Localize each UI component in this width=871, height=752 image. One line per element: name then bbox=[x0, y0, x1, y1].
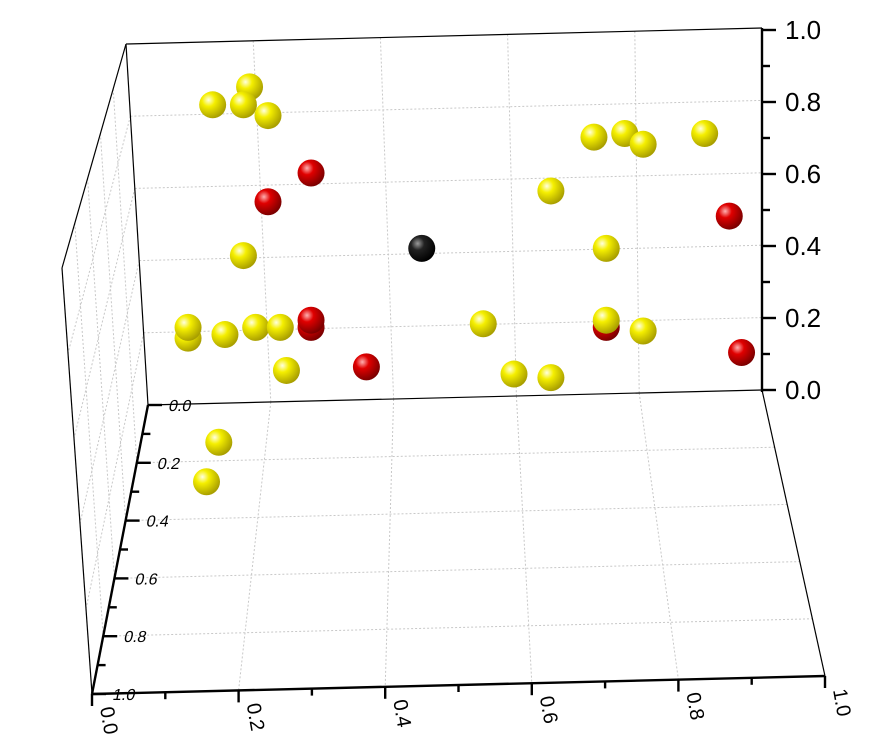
axis-ticks bbox=[90, 28, 827, 706]
yellow-sphere-point bbox=[254, 102, 282, 130]
back-grid-vertical bbox=[379, 37, 395, 400]
left-grid-depth bbox=[74, 223, 104, 637]
z-tick-label: 0.2 bbox=[785, 303, 821, 333]
back-grid-horizontal bbox=[143, 317, 763, 334]
yellow-sphere-point bbox=[537, 364, 565, 392]
yellow-sphere-point bbox=[199, 91, 227, 119]
x-tick-label: 0.8 bbox=[681, 691, 707, 722]
z-tick-label: 0.6 bbox=[785, 159, 821, 189]
y-tick-label: 0.0 bbox=[167, 397, 193, 415]
floor-grid bbox=[103, 392, 813, 691]
y-tick-labels: 0.0 0.2 0.4 0.6 0.8 1.0 bbox=[111, 397, 193, 704]
z-tick-label: 0.0 bbox=[785, 375, 821, 405]
floor-grid-depth bbox=[384, 398, 395, 687]
yellow-sphere-point bbox=[592, 306, 620, 334]
x-tick-label: 0.4 bbox=[388, 698, 414, 729]
red-sphere-point bbox=[715, 202, 743, 230]
floor-grid-depth bbox=[515, 395, 533, 684]
yellow-sphere-point bbox=[174, 313, 202, 341]
data-points bbox=[174, 73, 756, 496]
x-tick-label: 0.2 bbox=[242, 701, 268, 732]
floor-grid-horizontal bbox=[125, 503, 788, 522]
yellow-sphere-point bbox=[266, 313, 294, 341]
yellow-sphere-point bbox=[193, 468, 220, 496]
yellow-sphere-point bbox=[537, 177, 565, 205]
yellow-sphere-point bbox=[211, 321, 239, 349]
y-tick-label: 1.0 bbox=[111, 686, 137, 704]
yellow-sphere-point bbox=[629, 317, 657, 345]
floor-grid-horizontal bbox=[136, 446, 775, 464]
plot-frame bbox=[61, 27, 826, 695]
left-grid-depth bbox=[87, 178, 115, 579]
left-wall-grid bbox=[67, 88, 145, 637]
y-tick-label: 0.4 bbox=[145, 513, 171, 531]
red-sphere-point bbox=[297, 306, 325, 334]
floor-grid-horizontal bbox=[103, 618, 813, 637]
yellow-sphere-point bbox=[500, 360, 528, 388]
red-sphere-point bbox=[352, 353, 380, 381]
yellow-sphere-point bbox=[629, 130, 657, 158]
black-sphere-point bbox=[408, 234, 436, 262]
left-grid-horizontal bbox=[85, 332, 145, 609]
red-sphere-point bbox=[254, 188, 282, 216]
left-grid-horizontal bbox=[73, 188, 136, 439]
floor-grid-depth bbox=[238, 401, 272, 691]
back-grid-horizontal bbox=[134, 172, 763, 189]
z-tick-labels: 0.0 0.2 0.4 0.6 0.8 1.0 bbox=[785, 15, 821, 405]
x-tick-label: 1.0 bbox=[828, 687, 854, 718]
yellow-sphere-point bbox=[592, 234, 620, 262]
z-tick-label: 1.0 bbox=[785, 15, 821, 45]
back-grid-vertical bbox=[507, 34, 517, 397]
red-sphere-point bbox=[728, 339, 756, 367]
y-tick-label: 0.8 bbox=[122, 628, 148, 646]
left-grid-depth bbox=[112, 88, 138, 463]
yellow-sphere-point bbox=[229, 91, 257, 119]
y-tick-label: 0.6 bbox=[134, 571, 160, 589]
x-tick-label: 0.0 bbox=[95, 705, 121, 736]
left-grid-depth bbox=[99, 133, 127, 521]
left-grid-horizontal bbox=[79, 260, 140, 524]
y-tick-label: 0.2 bbox=[156, 455, 182, 473]
red-sphere-point bbox=[297, 159, 325, 187]
yellow-sphere-point bbox=[691, 120, 719, 148]
yellow-sphere-point bbox=[229, 242, 257, 270]
yellow-sphere-point bbox=[272, 356, 300, 384]
left-grid-horizontal bbox=[67, 116, 131, 354]
floor-grid-depth bbox=[638, 392, 679, 680]
yellow-sphere-point bbox=[242, 313, 270, 341]
yellow-sphere-point bbox=[469, 310, 497, 338]
x-tick-label: 0.6 bbox=[535, 694, 561, 725]
floor-grid-horizontal bbox=[114, 561, 800, 579]
yellow-sphere-point bbox=[205, 428, 233, 456]
z-tick-label: 0.8 bbox=[785, 87, 821, 117]
z-tick-label: 0.4 bbox=[785, 231, 821, 261]
x-tick-labels: 0.0 0.2 0.4 0.6 0.8 1.0 bbox=[95, 687, 854, 736]
yellow-sphere-point bbox=[580, 123, 608, 151]
